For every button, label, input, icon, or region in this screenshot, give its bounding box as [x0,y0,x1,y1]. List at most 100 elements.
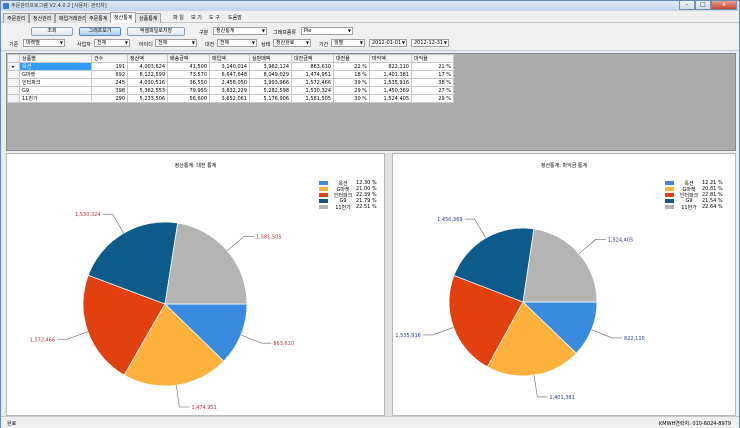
status-select[interactable]: 전체 ▼ [217,39,257,47]
chart-view-button[interactable]: 그래프보기 [79,27,121,36]
table-cell[interactable]: 3,140,014 [209,62,250,71]
table-cell[interactable]: 245 [91,78,128,87]
table-cell[interactable]: 1,524,405 [369,94,412,103]
table-cell[interactable]: 29 % [411,94,454,103]
column-header[interactable]: 배송금액 [167,54,210,63]
table-cell[interactable]: 1,535,916 [369,78,412,87]
table-cell[interactable]: 36,550 [167,78,210,87]
id-select[interactable]: 전체 ▼ [155,39,197,47]
menu-file[interactable]: 파 일 [173,15,184,21]
table-row[interactable]: ▸ 옥션 191 4,003,624 41,500 3,140,014 3,962,124 8… [7,62,454,71]
basis-select[interactable]: 마켓별 ▼ [23,39,65,47]
table-cell[interactable]: 398 [91,86,128,95]
row-header[interactable] [7,78,20,87]
table-cell[interactable]: 41,500 [167,62,210,71]
state-select[interactable]: 정산완료 ▼ [273,39,311,47]
table-cell[interactable]: 8,049,029 [249,70,292,79]
row-header[interactable] [7,86,20,95]
close-button[interactable]: x [711,1,737,10]
column-header[interactable]: 상품별 [19,54,92,63]
minimize-button[interactable]: – [679,1,695,10]
type-select[interactable]: 정산통계 ▼ [213,27,267,35]
column-header[interactable]: 매입액 [209,54,250,63]
table-cell[interactable]: 18 % [333,70,370,79]
maximize-button[interactable]: □ [695,1,711,10]
menu-help[interactable]: 도움말 [228,15,242,21]
table-cell[interactable]: 79,955 [167,86,210,95]
table-cell[interactable]: 6,647,648 [209,70,250,79]
table-cell[interactable]: 3,832,229 [209,86,250,95]
menu-view[interactable]: 보 기 [191,15,202,21]
table-cell[interactable]: G9 [19,86,92,95]
column-header[interactable]: 실판매액 [249,54,292,63]
tab-settlement-stats[interactable]: 정산통계 [110,12,137,23]
search-button[interactable]: 조회 [31,27,73,36]
table-cell[interactable]: 1,572,466 [291,78,334,87]
table-cell[interactable]: 11번가 [19,94,92,103]
table-cell[interactable]: 822,110 [369,62,412,71]
column-header[interactable]: 정산액 [127,54,168,63]
table-cell[interactable]: 27 % [411,86,454,95]
vendor-select[interactable]: 전체 ▼ [94,39,130,47]
table-cell[interactable]: 인터파크 [19,78,92,87]
table-cell[interactable]: 21 % [411,62,454,71]
menu-tools[interactable]: 도 구 [209,15,220,21]
table-cell[interactable]: 1,530,324 [291,86,334,95]
legend-percent: 20.81 % [702,186,723,192]
table-cell[interactable]: 1,581,505 [291,94,334,103]
column-header[interactable]: 건수 [91,54,128,63]
table-cell[interactable]: 290 [91,94,128,103]
table-cell[interactable]: 1,474,951 [291,70,334,79]
row-header[interactable] [7,94,20,103]
period-select[interactable]: 월별 ▼ [331,39,365,47]
table-cell[interactable]: 4,003,624 [127,62,168,71]
table-row[interactable]: 11번가 290 5,233,506 56,600 3,652,061 5,176,906… [7,94,454,103]
tab-settlement-manage[interactable]: 정산관리 [29,13,56,23]
table-cell[interactable]: 692 [91,70,128,79]
table-cell[interactable]: 1,401,381 [369,70,412,79]
table-cell[interactable]: 3,962,124 [249,62,292,71]
date-from-picker[interactable]: 2012-01-01 ▼ [369,39,407,47]
tab-product-stats[interactable]: 상품통계 [135,13,162,23]
table-row[interactable]: 인터파크 245 4,030,516 36,550 2,458,050 3,993,966… [7,78,454,87]
column-header[interactable]: 마익액 [369,54,412,63]
table-cell[interactable]: 8,122,599 [127,70,168,79]
table-cell[interactable]: 5,362,553 [127,86,168,95]
table-cell[interactable]: 옥션 [19,62,92,71]
column-header[interactable]: 대전율 [333,54,370,63]
table-cell[interactable]: 29 % [333,86,370,95]
date-to-picker[interactable]: 2012-12-31 ▼ [411,39,449,47]
row-header[interactable] [7,70,20,79]
table-cell[interactable]: 39 % [333,78,370,87]
table-cell[interactable]: 3,652,061 [209,94,250,103]
table-cell[interactable]: 3,993,966 [249,78,292,87]
tab-order-manage[interactable]: 주문관리 [3,13,30,23]
table-cell[interactable]: 4,030,516 [127,78,168,87]
table-cell[interactable]: 17 % [411,70,454,79]
table-cell[interactable]: 22 % [333,62,370,71]
table-cell[interactable]: G마켓 [19,70,92,79]
table-cell[interactable]: 2,458,050 [209,78,250,87]
table-cell[interactable]: 30 % [333,94,370,103]
pie-value-label: 1,530,324 [75,212,100,218]
table-cell[interactable]: 5,233,506 [127,94,168,103]
table-cell[interactable]: 38 % [411,78,454,87]
column-header[interactable]: 마익율 [411,54,454,63]
panel-splitter[interactable] [385,153,392,416]
legend-item: G마켓 20.81 % [665,186,723,193]
table-cell[interactable]: 191 [91,62,128,71]
table-row[interactable]: G마켓 692 8,122,599 73,570 6,647,648 8,049,029 1… [7,70,454,79]
table-row[interactable]: G9 398 5,362,553 79,955 3,832,229 5,282,598 1,… [7,86,454,95]
table-cell[interactable]: 56,600 [167,94,210,103]
chart-type-select[interactable]: Pie ▼ [301,27,353,35]
table-cell[interactable]: 1,450,369 [369,86,412,95]
table-cell[interactable]: 5,282,598 [249,86,292,95]
table-cell[interactable]: 73,570 [167,70,210,79]
row-selector-arrow-icon[interactable]: ▸ [7,62,20,71]
column-header[interactable]: 대전금액 [291,54,334,63]
table-cell[interactable]: 863,610 [291,62,334,71]
table-cell[interactable]: 5,176,906 [249,94,292,103]
excel-export-button[interactable]: 엑셀파일로저장 [127,27,185,36]
legend-item: G마켓 21.00 % [319,186,377,193]
tab-order-stats[interactable]: 주문통계 [85,13,112,23]
